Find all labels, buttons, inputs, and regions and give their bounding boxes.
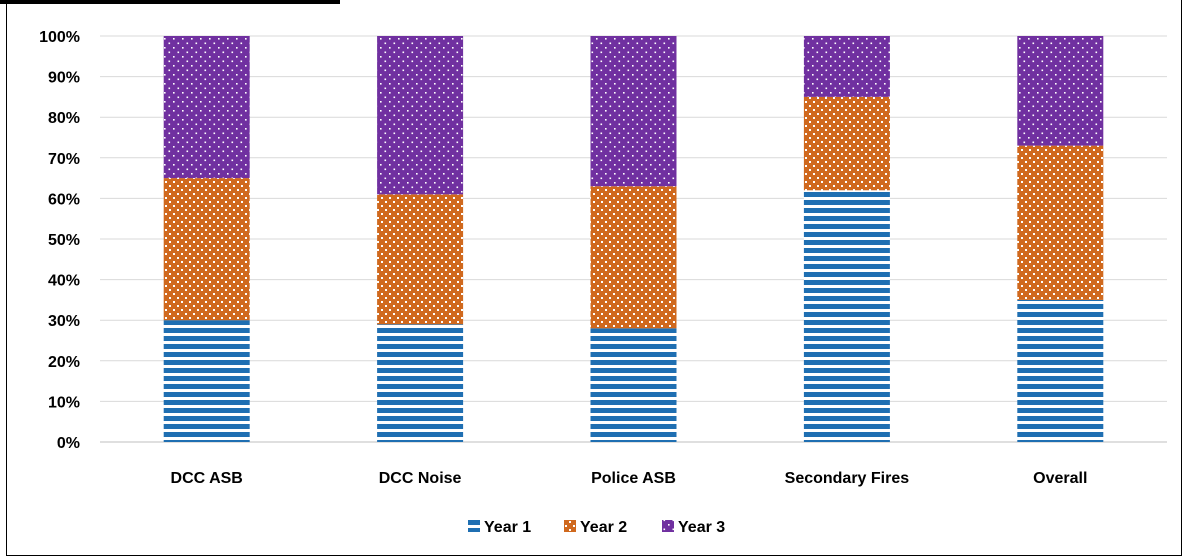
bar-segment-year-1: [163, 320, 250, 442]
bar-segment-year-2: [163, 178, 250, 321]
bar-segment-year-3: [377, 36, 464, 195]
bar-segment-year-1: [377, 324, 464, 442]
bar-segment-year-1: [803, 190, 890, 442]
cropped-title-strip: [0, 0, 340, 4]
x-tick-label: DCC ASB: [171, 470, 243, 487]
x-axis: DCC ASB DCC Noise Police ASB Secondary Fire…: [171, 470, 1088, 487]
x-tick-label: Overall: [1033, 470, 1087, 487]
legend-swatch-year-1: [468, 520, 480, 532]
y-tick-label: 10%: [48, 394, 80, 411]
y-axis: 0% 10% 20% 30% 40% 50% 60% 70% 80% 90% 100%: [39, 29, 80, 452]
y-tick-label: 0%: [57, 435, 80, 452]
y-tick-label: 30%: [48, 313, 80, 330]
legend-label: Year 1: [484, 519, 531, 536]
legend-label: Year 3: [678, 519, 725, 536]
y-tick-label: 60%: [48, 191, 80, 208]
bar-segment-year-3: [1017, 36, 1104, 146]
x-tick-label: Secondary Fires: [785, 470, 910, 487]
legend-swatch-year-2: [564, 520, 576, 532]
y-tick-label: 50%: [48, 232, 80, 249]
x-tick-label: DCC Noise: [379, 470, 462, 487]
y-tick-label: 70%: [48, 151, 80, 168]
bar-segment-year-3: [163, 36, 250, 179]
legend-swatch-year-3: [662, 520, 674, 532]
y-tick-label: 20%: [48, 354, 80, 371]
x-tick-label: Police ASB: [591, 470, 676, 487]
y-tick-label: 80%: [48, 110, 80, 127]
y-tick-label: 100%: [39, 29, 80, 46]
bar-segment-year-2: [803, 96, 890, 191]
legend-label: Year 2: [580, 519, 627, 536]
chart-frame: [6, 0, 1182, 556]
bar-segment-year-2: [377, 194, 464, 325]
bar-segment-year-3: [590, 36, 677, 187]
legend: Year 1 Year 2 Year 3: [468, 519, 725, 536]
bars: [163, 36, 1104, 442]
bar-segment-year-1: [590, 328, 677, 442]
bar-segment-year-2: [1017, 145, 1104, 300]
bar-segment-year-2: [590, 186, 677, 329]
bar-segment-year-1: [1017, 299, 1104, 442]
bar-segment-year-3: [803, 36, 890, 97]
y-tick-label: 40%: [48, 273, 80, 290]
y-tick-label: 90%: [48, 70, 80, 87]
